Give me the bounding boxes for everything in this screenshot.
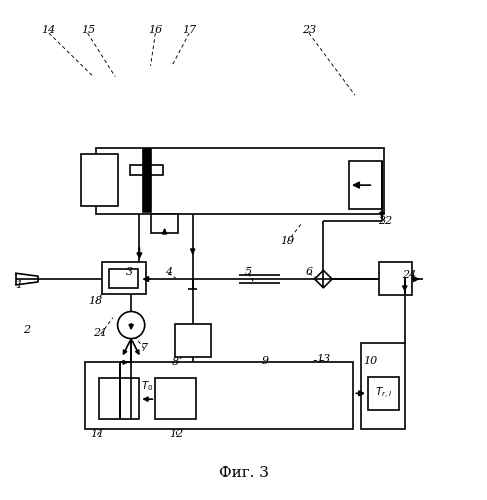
Text: 22: 22 <box>378 216 392 226</box>
Bar <box>175 324 211 358</box>
Text: 9: 9 <box>262 356 269 366</box>
Text: 19: 19 <box>280 236 294 246</box>
Circle shape <box>117 312 145 338</box>
Bar <box>143 150 151 212</box>
Bar <box>99 378 139 420</box>
Text: 10: 10 <box>363 356 377 366</box>
Text: 12: 12 <box>169 429 184 439</box>
Text: 3: 3 <box>126 267 133 277</box>
Text: $T_0$: $T_0$ <box>141 380 154 394</box>
Text: 1: 1 <box>15 280 22 290</box>
Text: 23: 23 <box>302 24 316 34</box>
Bar <box>109 269 138 288</box>
Text: 17: 17 <box>182 24 196 34</box>
Text: 18: 18 <box>89 296 103 306</box>
Bar <box>81 154 117 206</box>
Bar <box>151 214 178 233</box>
Text: 7: 7 <box>141 343 148 353</box>
Text: 13: 13 <box>316 354 331 364</box>
Text: 4: 4 <box>165 267 172 277</box>
Bar <box>155 378 196 420</box>
Text: 11: 11 <box>90 429 104 439</box>
Bar <box>368 377 399 410</box>
Text: 5: 5 <box>245 267 252 277</box>
Bar <box>361 343 405 429</box>
Text: 6: 6 <box>305 267 313 277</box>
Text: 2: 2 <box>23 325 30 335</box>
Text: 15: 15 <box>81 24 95 34</box>
Text: Фиг. 3: Фиг. 3 <box>219 466 268 479</box>
Bar <box>102 262 146 294</box>
Bar <box>349 162 382 209</box>
Text: 8: 8 <box>172 358 179 368</box>
Bar <box>85 362 354 429</box>
Text: 21: 21 <box>94 328 108 338</box>
Text: 24: 24 <box>402 270 416 280</box>
Text: 14: 14 <box>42 24 56 34</box>
Bar <box>96 148 384 214</box>
Text: 16: 16 <box>148 24 163 34</box>
Bar <box>379 262 412 294</box>
Bar <box>130 166 163 175</box>
Text: $T_{r,l}$: $T_{r,l}$ <box>375 386 392 401</box>
